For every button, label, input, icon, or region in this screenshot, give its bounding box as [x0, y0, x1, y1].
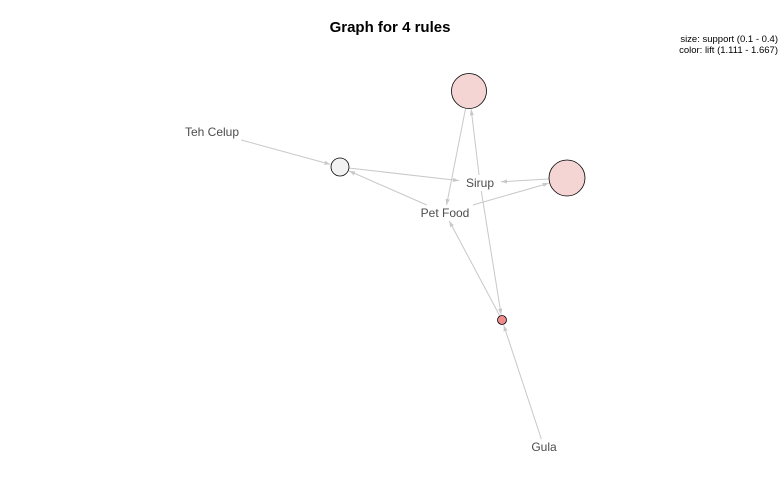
edge-pet-food-to-rule-3	[472, 182, 549, 206]
rule-node-rule-4[interactable]	[497, 315, 507, 325]
rule-node-rule-3[interactable]	[548, 159, 586, 197]
edge-rule-2-to-sirup	[349, 167, 460, 183]
item-label-teh-celup[interactable]: Teh Celup	[185, 125, 239, 139]
edge-rule-1-to-pet-food	[445, 108, 467, 206]
rule-nodes	[330, 73, 586, 325]
item-labels: Teh Celup Sirup Pet Food Gula	[185, 125, 557, 454]
edge-sirup-to-rule-1	[469, 109, 480, 176]
legend-size: size: support (0.1 - 0.4)	[680, 34, 778, 45]
edge-rule-3-to-sirup	[500, 178, 549, 184]
edge-pet-food-to-rule-2	[348, 170, 427, 206]
edge-rule-4-to-pet-food	[448, 220, 501, 316]
rule-node-rule-1[interactable]	[451, 73, 487, 109]
item-label-sirup[interactable]: Sirup	[466, 176, 494, 190]
edge-gula-to-rule-4	[503, 325, 542, 440]
chart-title: Graph for 4 rules	[329, 19, 451, 36]
item-label-gula[interactable]: Gula	[531, 440, 557, 454]
item-label-pet-food[interactable]: Pet Food	[421, 206, 470, 220]
edges	[241, 108, 549, 440]
rule-node-rule-2[interactable]	[330, 157, 350, 177]
legend-color: color: lift (1.111 - 1.667)	[679, 45, 778, 56]
edge-sirup-to-rule-4	[480, 190, 503, 315]
edge-teh-celup-to-rule-2	[241, 139, 331, 165]
